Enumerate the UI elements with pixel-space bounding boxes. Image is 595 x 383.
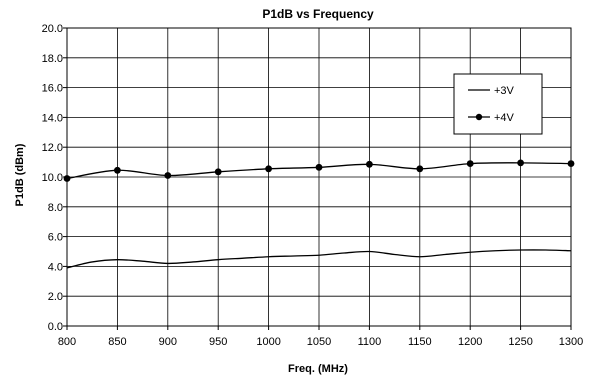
series-2-point-4 [265,165,272,173]
x-tick-label-3: 950 [209,336,227,348]
plot-area: 800 850 900 950 1000 1050 1100 1150 1200 1250 1300… [42,23,584,348]
y-tick-label-8: 16.0 [42,83,63,95]
series-2-point-9 [517,159,524,167]
x-tick-label-0: 800 [58,336,76,348]
x-tick-label-8: 1200 [458,336,482,348]
series-2-point-2 [164,172,172,179]
x-tick-label-9: 1250 [508,336,532,348]
series-2-point-5 [315,163,323,171]
legend-box [453,73,543,135]
legend: +3V +4V [453,73,543,135]
y-tick-label-1: 2.0 [48,291,63,303]
series-2-point-10 [567,160,575,167]
series-2-point-0 [63,175,71,182]
y-tick-label-9: 18.0 [42,53,63,65]
x-tick-label-4: 1000 [256,336,280,348]
y-axis-label: P1dB (dBm) [14,143,26,206]
series-1-line [66,249,572,269]
x-tick-label-7: 1150 [408,336,432,348]
series-2-point-7 [416,165,424,173]
x-tick-label-5: 1050 [307,336,331,348]
chart-title: P1dB vs Frequency [262,7,374,21]
series-2-point-6 [366,160,373,168]
y-tick-label-4: 8.0 [48,202,63,214]
x-tick-label-6: 1100 [358,336,382,348]
y-tick-label-10: 20.0 [42,23,63,35]
y-tick-label-0: 0.0 [48,321,63,333]
x-tick-label-10: 1300 [559,336,583,348]
x-tick-label-1: 850 [108,336,126,348]
series-2-point-3 [214,168,222,176]
legend-series-1-label: +3V [494,85,515,97]
legend-series-2-label: +4V [494,112,515,124]
series-2-point-8 [466,160,474,167]
legend-series-2-marker [475,113,483,121]
y-tick-label-6: 12.0 [42,142,63,154]
y-tick-label-5: 10.0 [42,172,63,184]
y-tick-label-7: 14.0 [42,112,63,124]
x-axis-label: Freq. (MHz) [288,363,348,375]
y-tick-label-3: 6.0 [48,232,63,244]
x-tick-label-2: 900 [159,336,177,348]
series-2-point-1 [114,166,121,174]
y-tick-label-2: 4.0 [48,261,63,273]
